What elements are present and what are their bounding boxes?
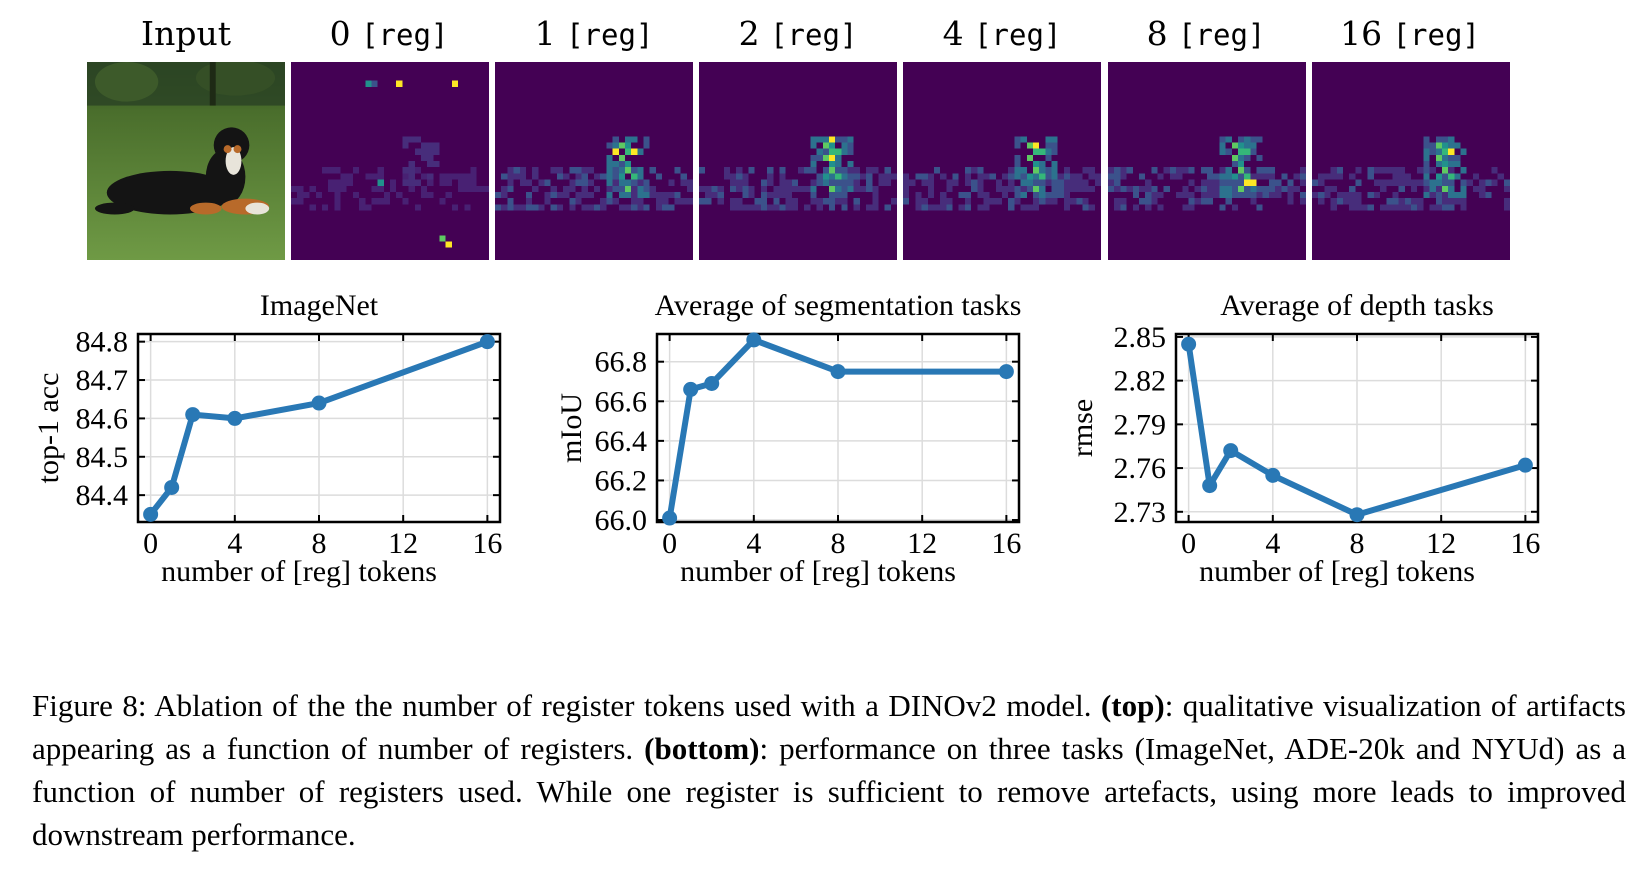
data-point — [746, 332, 762, 348]
data-point — [1349, 507, 1365, 523]
y-axis-label: mIoU — [555, 393, 588, 463]
y-tick-label: 66.8 — [595, 346, 648, 379]
x-tick-label: 4 — [1265, 527, 1280, 560]
caption-figure-label: Figure 8: — [32, 688, 147, 723]
chart-title: ImageNet — [260, 290, 379, 322]
chart-1: 0 4 8 12 16 84.4 84.5 84.6 84.7 84.8 ImageNet numbe… — [32, 290, 502, 588]
y-tick-label: 2.79 — [1114, 408, 1167, 441]
caption-top-text: : qualitative visualization of artifacts… — [32, 688, 1626, 766]
caption-bottom-text: : performance on three tasks (ImageNet, … — [32, 731, 1627, 852]
x-tick-label: 4 — [227, 527, 242, 560]
y-tick-label: 2.82 — [1114, 365, 1167, 398]
series-line — [666, 336, 1007, 519]
y-axis-label: rmse — [1066, 399, 1099, 457]
y-tick-label: 2.73 — [1114, 496, 1167, 529]
data-point — [1181, 336, 1197, 352]
y-tick-label: 84.6 — [76, 402, 129, 435]
attention-map-reg1 — [495, 62, 693, 260]
y-tick-label: 84.4 — [76, 479, 129, 512]
y-tick-label: 84.5 — [76, 441, 129, 474]
panel-label-reg4: 4 [reg] — [942, 14, 1062, 53]
caption-top-label: (top) — [1100, 688, 1165, 723]
data-point — [662, 510, 678, 526]
y-tick-label: 66.2 — [595, 464, 648, 497]
data-point — [830, 364, 846, 380]
x-tick-label: 12 — [1426, 527, 1456, 560]
x-tick-label: 16 — [472, 527, 502, 560]
y-tick-label: 66.4 — [595, 425, 648, 458]
y-tick-label: 66.6 — [595, 385, 648, 418]
x-tick-label: 0 — [662, 527, 677, 560]
series-line — [1185, 343, 1527, 518]
y-axis-label: top-1 acc — [32, 373, 65, 484]
x-tick-label: 16 — [991, 527, 1021, 560]
caption-sentence: Ablation of the the number of register t… — [154, 688, 1092, 723]
x-tick-label: 8 — [831, 527, 846, 560]
data-point — [683, 381, 699, 397]
y-tick-label: 2.76 — [1114, 452, 1167, 485]
data-point — [227, 410, 243, 426]
y-tick-label: 2.85 — [1114, 321, 1167, 354]
panel-label-reg1: 1 [reg] — [534, 14, 654, 53]
input-dog-photo — [87, 62, 285, 260]
panel-label-reg0: 0 [reg] — [329, 14, 449, 53]
data-point — [704, 375, 720, 391]
chart-title: Average of segmentation tasks — [655, 290, 1022, 322]
panel-label-input: Input — [141, 14, 231, 53]
x-tick-label: 8 — [312, 527, 327, 560]
attention-map-reg8 — [1108, 62, 1306, 260]
data-point — [311, 395, 327, 411]
data-point — [1202, 478, 1218, 494]
chart-title: Average of depth tasks — [1220, 290, 1494, 322]
x-tick-label: 8 — [1350, 527, 1365, 560]
panel-label-reg8: 8 [reg] — [1146, 14, 1266, 53]
data-point — [998, 364, 1014, 380]
x-axis-label: number of [reg] tokens — [680, 555, 956, 588]
attention-map-reg4 — [903, 62, 1101, 260]
data-point — [143, 506, 159, 522]
x-tick-label: 0 — [1181, 527, 1196, 560]
data-point — [1265, 467, 1281, 483]
ablation-charts: 0 4 8 12 16 84.4 84.5 84.6 84.7 84.8 ImageNet numbe… — [32, 290, 1540, 588]
data-point — [164, 479, 180, 495]
data-point — [479, 334, 495, 350]
attention-map-reg2 — [699, 62, 897, 260]
attention-map-reg0 — [291, 62, 489, 260]
y-tick-label: 84.8 — [76, 326, 129, 359]
x-axis-label: number of [reg] tokens — [161, 555, 437, 588]
x-tick-label: 0 — [143, 527, 158, 560]
chart-3: 0 4 8 12 16 2.73 2.76 2.79 2.82 2.85 Average of de… — [1066, 290, 1540, 588]
data-point — [1517, 457, 1533, 473]
panel-label-reg16: 16 [reg] — [1340, 14, 1480, 53]
figure-caption: Figure 8: Ablation of the the number of … — [32, 684, 1626, 856]
x-axis-label: number of [reg] tokens — [1199, 555, 1475, 588]
panel-label-reg2: 2 [reg] — [738, 14, 858, 53]
x-tick-label: 4 — [746, 527, 761, 560]
y-tick-label: 66.0 — [595, 504, 648, 537]
x-tick-label: 12 — [907, 527, 937, 560]
y-tick-label: 84.7 — [76, 364, 129, 397]
caption-bottom-label: (bottom) — [644, 731, 760, 766]
data-point — [185, 407, 201, 423]
data-point — [1223, 443, 1239, 459]
x-tick-label: 12 — [388, 527, 418, 560]
x-tick-label: 16 — [1510, 527, 1540, 560]
attention-map-reg16 — [1312, 62, 1510, 260]
